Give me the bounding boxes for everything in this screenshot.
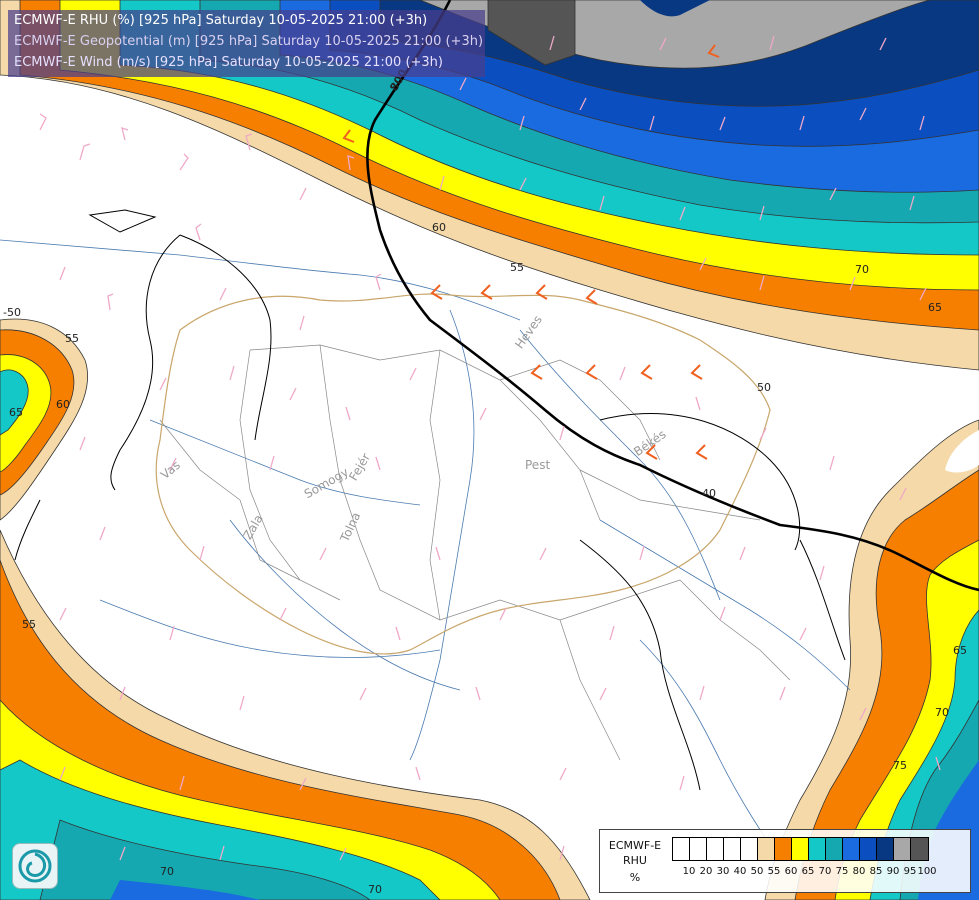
west-humidity-bands — [0, 318, 89, 521]
color-legend: ECMWF-E RHU % 10 20 30 40 50 55 60 65 70 75 80 85 90… — [599, 829, 971, 893]
legend-swatch — [724, 838, 741, 860]
legend-tick-label: 95 — [903, 866, 917, 877]
contour-label: 65 — [9, 406, 23, 419]
legend-swatches — [672, 837, 929, 861]
south-humidity-bands — [0, 529, 591, 900]
ecmwf-swirl-icon — [12, 843, 58, 889]
contour-label: 70 — [368, 883, 382, 896]
title-geopotential: ECMWF-E Geopotential (m) [925 hPa] Satur… — [14, 34, 484, 49]
contour-label: 60 — [56, 398, 70, 411]
contour-label: 65 — [953, 644, 967, 657]
geopotential-800-line — [366, 0, 979, 592]
strong-wind-barbs — [342, 44, 720, 460]
legend-swatch — [792, 838, 809, 860]
legend-tick-label: 65 — [801, 866, 815, 877]
geopotential-contours — [14, 209, 846, 791]
legend-tick-label: 60 — [784, 866, 798, 877]
legend-swatch — [877, 838, 894, 860]
legend-swatch — [673, 838, 690, 860]
contour-label: 55 — [65, 332, 79, 345]
legend-swatch — [707, 838, 724, 860]
legend-swatch — [894, 838, 911, 860]
legend-swatch — [826, 838, 843, 860]
legend-swatch — [843, 838, 860, 860]
contour-label: 70 — [935, 706, 949, 719]
legend-unit: % — [629, 871, 641, 884]
legend-tick-label: 75 — [835, 866, 849, 877]
legend-swatch — [741, 838, 758, 860]
legend-swatch — [911, 838, 928, 860]
country-border — [155, 293, 771, 655]
east-humidity-bands — [764, 419, 979, 900]
legend-tick-label: 100 — [917, 866, 937, 877]
county-borders — [159, 344, 791, 761]
legend-ticks: 10 20 30 40 50 55 60 65 70 75 80 85 90 95 100 — [672, 866, 972, 880]
title-wind: ECMWF-E Wind (m/s) [925 hPa] Saturday 10… — [14, 55, 443, 70]
legend-swatch — [775, 838, 792, 860]
legend-variable: RHU — [623, 854, 647, 867]
legend-tick-label: 90 — [886, 866, 900, 877]
legend-swatch — [860, 838, 877, 860]
legend-tick-label: 50 — [750, 866, 764, 877]
legend-tick-label: 10 — [682, 866, 696, 877]
legend-tick-label: 70 — [818, 866, 832, 877]
contour-label: 55 — [22, 618, 36, 631]
legend-tick-label: 80 — [852, 866, 866, 877]
place-label-pest: Pest — [525, 458, 551, 472]
legend-swatch — [690, 838, 707, 860]
contour-label: 75 — [893, 759, 907, 772]
contour-label: 70 — [160, 865, 174, 878]
legend-tick-label: 30 — [716, 866, 730, 877]
legend-model: ECMWF-E — [608, 839, 662, 852]
legend-swatch — [758, 838, 775, 860]
wind-barbs — [39, 35, 941, 861]
legend-tick-label: 40 — [733, 866, 747, 877]
contour-label: 50 — [757, 381, 771, 394]
legend-swatch — [809, 838, 826, 860]
contour-label: 70 — [855, 263, 869, 276]
contour-label: 65 — [928, 301, 942, 314]
title-rhu: ECMWF-E RHU (%) [925 hPa] Saturday 10-05… — [14, 13, 428, 28]
contour-label: -50 — [3, 306, 21, 319]
legend-tick-label: 85 — [869, 866, 883, 877]
contour-label: 55 — [510, 261, 524, 274]
contour-label: 40 — [702, 487, 716, 500]
contour-label: 60 — [432, 221, 446, 234]
map-title-box: ECMWF-E RHU (%) [925 hPa] Saturday 10-05… — [8, 10, 485, 77]
legend-tick-label: 20 — [699, 866, 713, 877]
legend-tick-label: 55 — [767, 866, 781, 877]
